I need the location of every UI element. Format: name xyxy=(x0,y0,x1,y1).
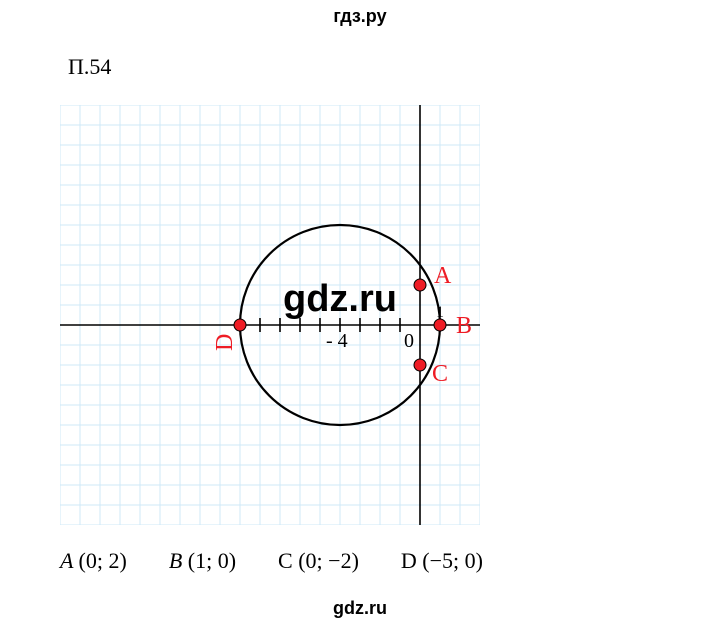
svg-text:- 4: - 4 xyxy=(326,330,348,352)
coordinate-grid-chart: gdz.ru - 4 0 1 ABC D xyxy=(60,105,480,525)
svg-text:C: C xyxy=(432,361,448,387)
svg-text:1: 1 xyxy=(436,304,444,321)
answer-coord: (0; 2) xyxy=(79,548,127,573)
svg-text:D: D xyxy=(212,334,238,351)
svg-text:0: 0 xyxy=(404,330,414,352)
answer-label: A xyxy=(60,548,79,573)
answers-row: A (0; 2) B (1; 0) C (0; −2) D (−5; 0) xyxy=(60,548,640,574)
answer-coord: (−5; 0) xyxy=(422,548,483,573)
answer-coord: (0; −2) xyxy=(298,548,359,573)
answer-pair: A (0; 2) xyxy=(60,548,127,574)
svg-text:gdz.ru: gdz.ru xyxy=(283,278,397,320)
answer-pair: D (−5; 0) xyxy=(401,548,483,574)
site-header: гдз.ру xyxy=(0,6,720,27)
answer-pair: B (1; 0) xyxy=(169,548,236,574)
problem-number: П.54 xyxy=(68,54,111,80)
site-footer: gdz.ru xyxy=(0,598,720,619)
chart-container: gdz.ru - 4 0 1 ABC D xyxy=(60,105,480,525)
answer-coord: (1; 0) xyxy=(188,548,236,573)
answer-label: C xyxy=(278,548,298,573)
svg-text:A: A xyxy=(434,263,452,289)
page: гдз.ру П.54 gdz.ru- 401ABCD A (0; 2)B (1… xyxy=(0,0,720,625)
answer-label: D xyxy=(401,548,422,573)
svg-text:B: B xyxy=(456,313,472,339)
answer-label: B xyxy=(169,548,188,573)
answer-pair: C (0; −2) xyxy=(278,548,359,574)
